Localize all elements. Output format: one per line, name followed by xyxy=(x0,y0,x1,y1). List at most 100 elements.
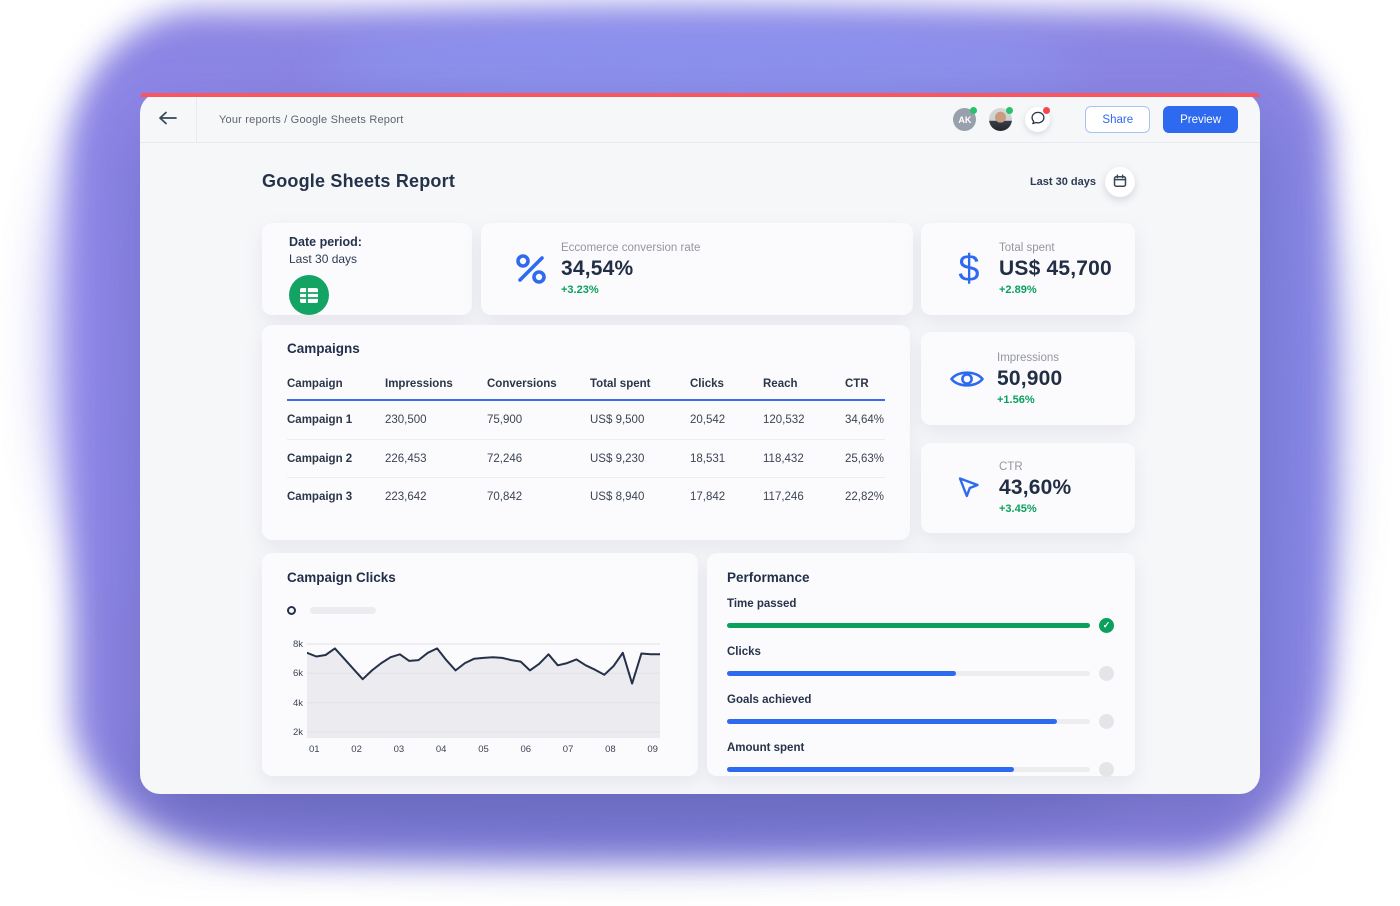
share-button[interactable]: Share xyxy=(1085,106,1151,133)
topbar-back-section xyxy=(140,97,197,142)
preview-button[interactable]: Preview xyxy=(1163,106,1238,133)
table-row: Campaign 1 230,500 75,900 US$ 9,500 20,5… xyxy=(287,401,885,439)
metric-value: 50,900 xyxy=(997,366,1063,390)
spreadsheet-grid-icon xyxy=(289,275,329,315)
cell-total-spent: US$ 8,940 xyxy=(590,490,645,503)
progress-track xyxy=(727,671,1090,676)
avatar-initials-label: AK xyxy=(958,114,972,125)
performance-metric-clicks: Clicks xyxy=(727,646,1114,681)
status-dot-icon xyxy=(1099,666,1114,681)
metric-label: Impressions xyxy=(997,351,1059,364)
x-tick-label: 07 xyxy=(562,744,574,755)
x-tick-label: 02 xyxy=(351,744,362,755)
x-tick-label: 01 xyxy=(309,744,320,755)
page-title: Google Sheets Report xyxy=(262,171,456,191)
column-header: Campaign xyxy=(287,378,343,390)
window-accent-bar xyxy=(140,93,1260,97)
chart-legend-item[interactable] xyxy=(287,606,698,615)
table-header-row: Campaign Impressions Conversions Total s… xyxy=(287,378,885,401)
performance-metric-goals: Goals achieved xyxy=(727,694,1114,729)
campaigns-title: Campaigns xyxy=(287,341,360,356)
date-period-card: Date period: Last 30 days xyxy=(262,223,472,315)
progress-fill xyxy=(727,623,1090,628)
cell-campaign: Campaign 1 xyxy=(287,414,353,426)
metric-label: Goals achieved xyxy=(727,694,812,706)
line-chart-plot xyxy=(307,643,660,738)
online-status-dot xyxy=(1006,107,1014,114)
cursor-arrow-icon xyxy=(943,475,995,501)
progress-track xyxy=(727,719,1090,724)
app-window: Your reports / Google Sheets Report AK xyxy=(140,93,1260,794)
conversion-rate-card: Eccomerce conversion rate 34,54% +3.23% xyxy=(481,223,913,315)
progress-fill xyxy=(727,671,956,676)
cell-ctr: 34,64% xyxy=(845,414,885,426)
cell-conversions: 75,900 xyxy=(487,414,523,426)
status-dot-icon xyxy=(1099,714,1114,729)
x-tick-label: 08 xyxy=(605,744,616,755)
cell-impressions: 230,500 xyxy=(385,414,427,426)
x-tick-label: 09 xyxy=(647,744,658,755)
cell-total-spent: US$ 9,500 xyxy=(590,414,645,426)
chat-bubble-icon xyxy=(1030,110,1046,129)
ctr-card: CTR 43,60% +3.45% xyxy=(921,443,1135,533)
chat-button[interactable] xyxy=(1025,107,1051,132)
progress-fill xyxy=(727,719,1058,724)
column-header: CTR xyxy=(845,378,869,390)
cell-conversions: 72,246 xyxy=(487,452,523,465)
y-tick-label: 2k xyxy=(292,727,303,738)
date-period-label: Date period: xyxy=(289,235,362,249)
status-dot-icon xyxy=(1099,762,1114,777)
cell-ctr: 22,82% xyxy=(845,490,885,503)
metric-label: CTR xyxy=(999,461,1023,473)
column-header: Impressions xyxy=(385,378,453,390)
campaigns-table: Campaign Impressions Conversions Total s… xyxy=(287,378,885,515)
metric-value: 43,60% xyxy=(999,476,1072,499)
legend-placeholder xyxy=(310,607,376,614)
progress-track xyxy=(727,623,1090,628)
metric-label: Eccomerce conversion rate xyxy=(561,242,701,254)
calendar-button[interactable] xyxy=(1105,167,1135,197)
notification-dot xyxy=(1043,107,1051,114)
cell-reach: 118,432 xyxy=(763,452,804,465)
y-tick-label: 6k xyxy=(292,668,303,679)
performance-metric-amount: Amount spent xyxy=(727,742,1114,777)
cell-reach: 117,246 xyxy=(763,490,804,503)
performance-metric-time-passed: Time passed xyxy=(727,598,1114,633)
campaign-clicks-card: Campaign Clicks 8k 6k 4k 2k 01 02 03 04 … xyxy=(262,553,698,776)
dollar-icon: $ xyxy=(958,248,980,290)
cell-impressions: 226,453 xyxy=(385,452,427,465)
cell-reach: 120,532 xyxy=(763,414,805,426)
calendar-icon xyxy=(1113,173,1127,191)
table-row: Campaign 3 223,642 70,842 US$ 8,940 17,8… xyxy=(287,477,885,515)
avatar-photo[interactable] xyxy=(989,107,1014,131)
metric-value: US$ 45,700 xyxy=(999,257,1112,280)
date-range-label: Last 30 days xyxy=(1029,176,1096,188)
cell-conversions: 70,842 xyxy=(487,490,523,503)
metric-label: Amount spent xyxy=(727,742,805,754)
arrow-left-icon xyxy=(158,111,178,128)
metric-delta: +3.23% xyxy=(561,284,599,296)
metric-delta: +3.45% xyxy=(999,503,1037,515)
total-spent-card: $ Total spent US$ 45,700 +2.89% xyxy=(921,223,1135,315)
campaigns-card: Campaigns Campaign Impressions Conversio… xyxy=(262,325,910,540)
metric-label: Clicks xyxy=(727,646,761,658)
cell-clicks: 20,542 xyxy=(690,414,726,426)
eye-icon xyxy=(941,367,993,391)
progress-fill xyxy=(727,767,1014,772)
performance-title: Performance xyxy=(727,570,810,585)
check-circle-icon xyxy=(1099,618,1114,633)
metric-delta: +2.89% xyxy=(999,284,1037,296)
cell-clicks: 18,531 xyxy=(690,452,726,465)
breadcrumb: Your reports / Google Sheets Report xyxy=(219,113,404,126)
back-button[interactable] xyxy=(152,105,184,134)
x-tick-label: 05 xyxy=(478,744,489,755)
x-tick-label: 04 xyxy=(435,744,447,755)
cell-total-spent: US$ 9,230 xyxy=(590,452,645,465)
cell-impressions: 223,642 xyxy=(385,490,427,503)
avatar-initials[interactable]: AK xyxy=(953,107,978,131)
cell-campaign: Campaign 3 xyxy=(287,490,353,503)
legend-ring-icon xyxy=(287,606,296,615)
performance-card: Performance Time passed Clicks xyxy=(707,553,1135,777)
column-header: Total spent xyxy=(590,378,651,390)
